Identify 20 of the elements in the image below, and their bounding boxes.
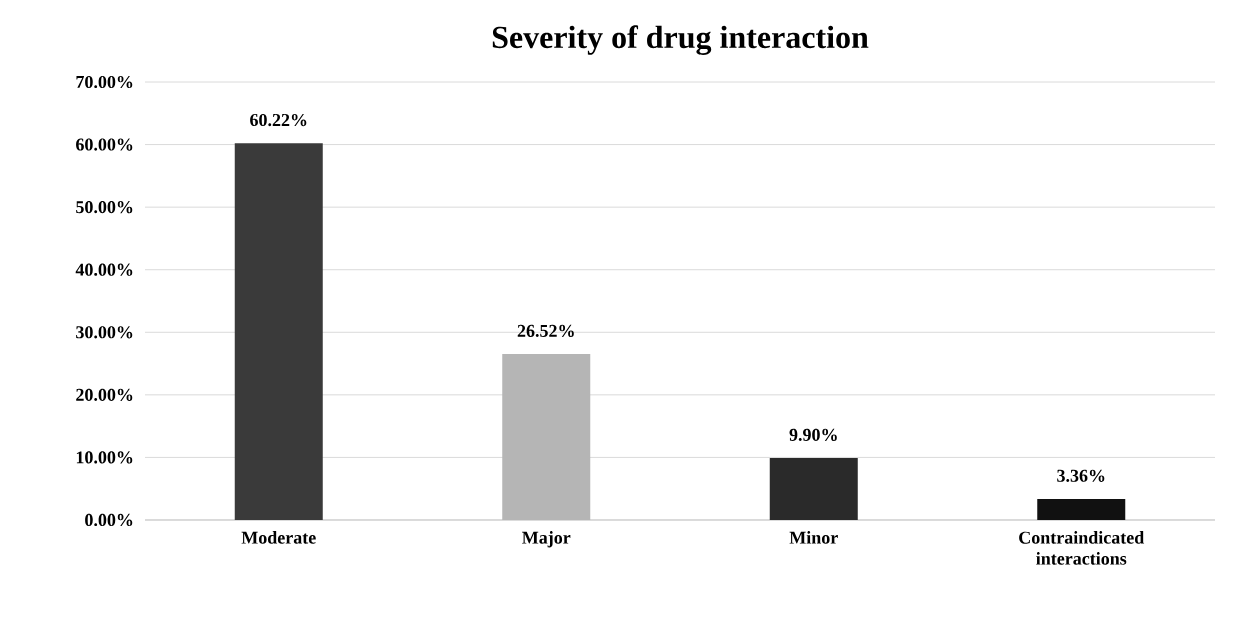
y-tick-label: 60.00% xyxy=(76,138,133,151)
x-tick-label: Moderate xyxy=(241,531,316,544)
y-tick-label: 50.00% xyxy=(76,201,133,214)
bar xyxy=(769,458,858,520)
bar xyxy=(234,143,323,520)
y-tick-label: 20.00% xyxy=(76,388,133,401)
x-tick-label: Minor xyxy=(789,531,838,544)
data-label: 3.36% xyxy=(1057,469,1105,482)
chart-title: Severity of drug interaction xyxy=(492,25,869,55)
y-tick-label: 0.00% xyxy=(85,513,133,527)
data-label: 9.90% xyxy=(789,428,837,441)
x-tick-label: Major xyxy=(522,531,571,548)
data-label: 60.22% xyxy=(250,113,307,127)
y-tick-label: 30.00% xyxy=(76,326,133,339)
x-tick-label: Contraindicated interactions xyxy=(1019,531,1145,565)
bar xyxy=(1037,498,1126,520)
y-tick-label: 40.00% xyxy=(75,263,133,276)
y-tick-label: 10.00% xyxy=(76,451,133,464)
y-tick-label: 70.00% xyxy=(76,75,133,89)
data-label: 26.52% xyxy=(517,324,574,337)
